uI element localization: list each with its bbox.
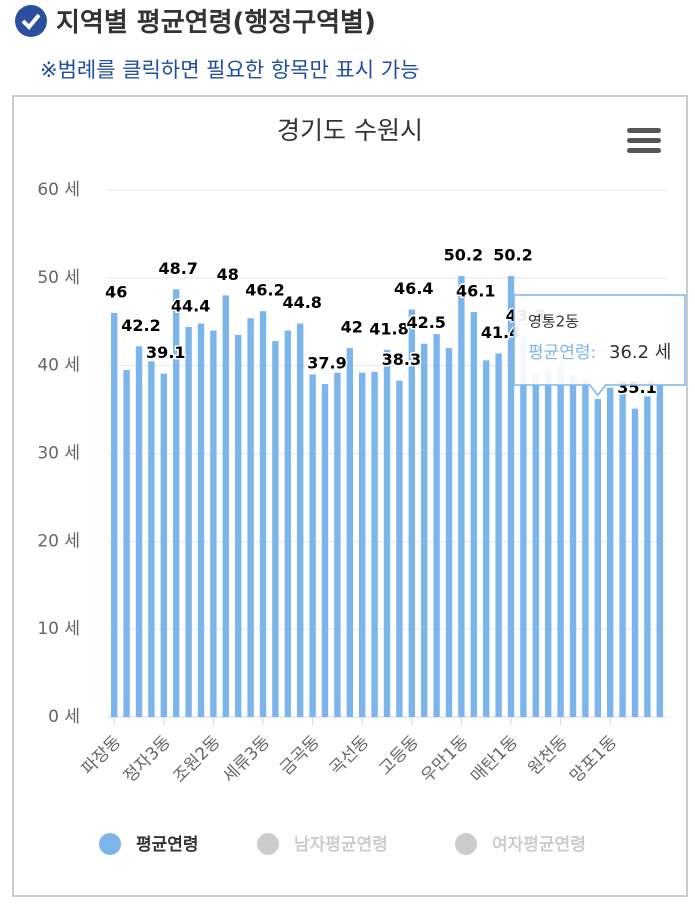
bar (135, 346, 143, 717)
bar (569, 374, 577, 717)
bar (470, 312, 477, 717)
data-label: 46.2 (245, 281, 284, 300)
legend-item[interactable]: 평균연령 (99, 833, 199, 855)
bar (123, 370, 130, 717)
data-label: 44.8 (282, 293, 321, 312)
data-label: 50.2 (493, 246, 532, 265)
y-tick-label: 40 세 (37, 356, 80, 376)
bar (371, 371, 378, 717)
legend-swatch (455, 833, 477, 855)
bar (235, 334, 242, 717)
y-tick-label: 60 세 (37, 180, 80, 200)
y-tick-label: 20 세 (37, 531, 80, 551)
legend-label: 여자평균연령 (492, 834, 586, 855)
data-label: 41.8 (369, 319, 408, 338)
bar (445, 348, 453, 717)
bar (594, 399, 601, 717)
data-label: 46.4 (394, 279, 433, 298)
bar (247, 318, 254, 717)
tooltip-category: 영통2동 (528, 313, 579, 331)
bar (656, 383, 663, 717)
data-label: 39.1 (146, 343, 185, 362)
bar (111, 312, 118, 717)
y-tick-label: 0 세 (48, 707, 80, 727)
bar (185, 327, 192, 717)
bar (148, 361, 155, 717)
bar (321, 384, 329, 717)
data-label: 44.4 (171, 297, 210, 316)
legend-item[interactable]: 여자평균연령 (455, 833, 586, 855)
check-icon (15, 5, 47, 37)
data-label: 46.1 (456, 282, 495, 301)
bar (160, 373, 167, 717)
bar (433, 334, 440, 717)
bar (359, 372, 366, 717)
data-label: 48.7 (158, 259, 197, 278)
data-label: 42.2 (121, 316, 160, 335)
bar (520, 336, 527, 717)
bar (631, 408, 639, 717)
bar (222, 295, 229, 717)
legend-label: 남자평균연령 (294, 834, 388, 855)
bar (396, 380, 403, 717)
legend-label: 평균연령 (136, 834, 199, 855)
data-label: 50.2 (444, 246, 483, 265)
bar (644, 396, 651, 717)
bar (495, 353, 502, 717)
data-label: 38.3 (382, 350, 421, 369)
bar (483, 360, 490, 717)
bar (408, 309, 415, 717)
data-label: 46 (105, 282, 127, 301)
legend-item[interactable]: 남자평균연령 (257, 833, 388, 855)
bar (532, 374, 539, 717)
data-label: 41.4 (481, 323, 520, 342)
tooltip-value: 36.2 세 (609, 342, 671, 363)
y-tick-label: 30 세 (37, 444, 80, 464)
bar (346, 348, 353, 717)
bar (557, 365, 564, 717)
chart-title: 경기도 수원시 (277, 116, 423, 145)
legend-swatch (99, 833, 121, 855)
tooltip-box (513, 294, 686, 397)
bar (197, 323, 205, 717)
bar (297, 323, 304, 717)
bar (545, 370, 552, 717)
bar (582, 378, 589, 717)
header: 지역별 평균연령(행정구역별) (0, 0, 695, 40)
bar (458, 276, 465, 717)
data-label: 37.9 (307, 354, 346, 373)
page-subtitle: ※범례를 클릭하면 필요한 항목만 표시 가능 (40, 58, 420, 82)
bar (334, 372, 341, 717)
bar (210, 330, 217, 717)
data-label: 42.5 (406, 313, 445, 332)
y-tick-label: 10 세 (37, 619, 80, 639)
bar (421, 343, 428, 717)
bar (607, 387, 614, 717)
bar (173, 289, 180, 717)
data-label: 42 (341, 318, 363, 337)
bar (619, 383, 626, 717)
bar (284, 330, 291, 717)
menu-button[interactable] (627, 128, 661, 153)
bar (309, 374, 316, 717)
data-label: 48 (217, 265, 239, 284)
bar (507, 276, 515, 717)
bar (272, 341, 279, 717)
bar (259, 311, 267, 717)
legend-swatch (257, 833, 279, 855)
tooltip-series: 평균연령: (528, 343, 596, 363)
page-title: 지역별 평균연령(행정구역별) (56, 8, 376, 38)
bar (383, 349, 391, 717)
y-tick-label: 50 세 (37, 268, 80, 288)
